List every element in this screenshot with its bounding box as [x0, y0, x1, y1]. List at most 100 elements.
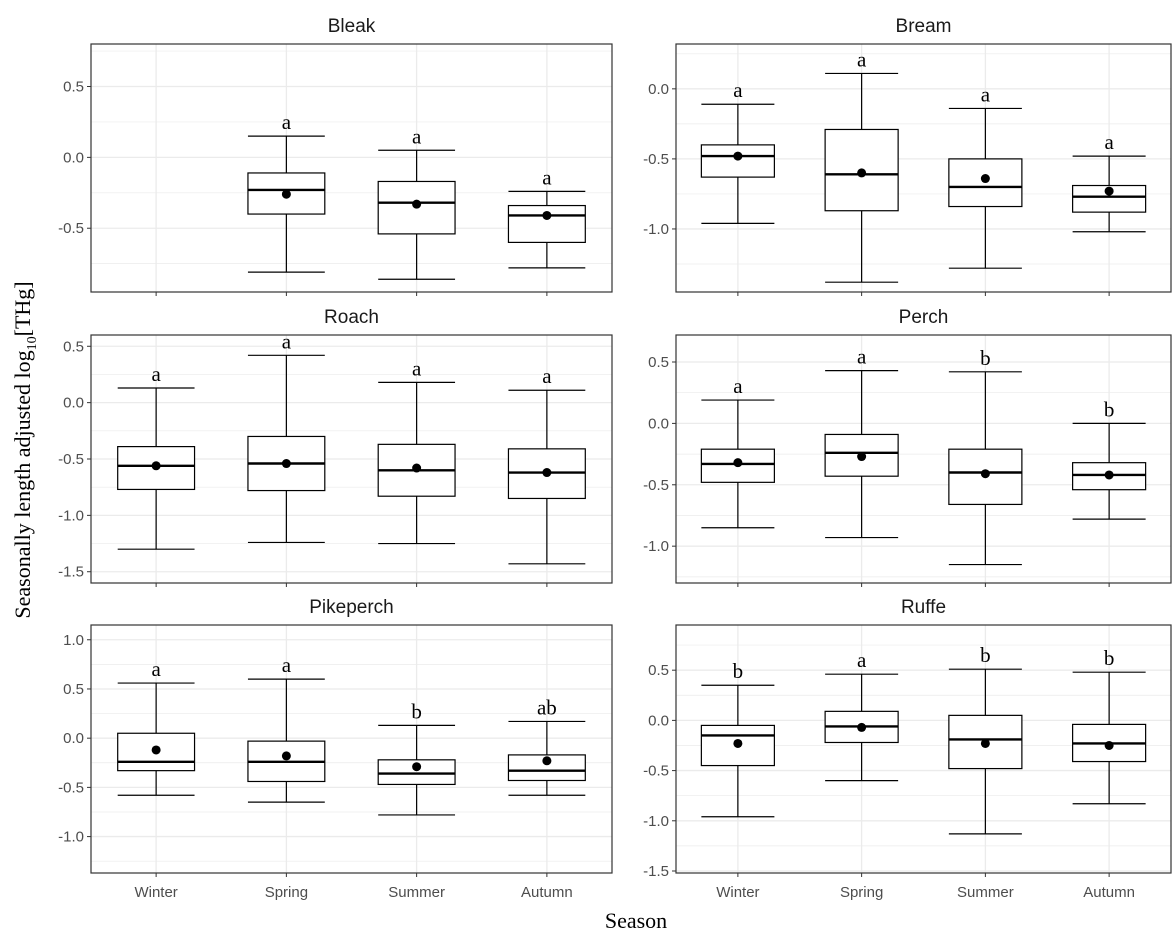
- y-tick-label: 0.5: [63, 338, 84, 355]
- mean-point: [857, 722, 867, 732]
- y-tick-label: 0.5: [63, 79, 84, 96]
- box-spring: a: [824, 345, 899, 539]
- facet-ruffe: Ruffe -1.5 -1.0 -0.5 0.0 0.5 Winter Spring Summe…: [643, 597, 1172, 901]
- y-tick-label: -1.0: [643, 221, 669, 238]
- y-tick-label: 0.0: [63, 730, 84, 747]
- y-tick-label: -0.5: [58, 451, 84, 468]
- y-tick-label: -1.0: [58, 829, 84, 846]
- y-axis-title-main: Seasonally length adjusted log: [10, 350, 35, 618]
- significance-letter: a: [412, 124, 422, 148]
- y-tick-label: 0.0: [63, 395, 84, 412]
- facet-pikeperch: Pikeperch -1.0 -0.5 0.0 0.5 1.0 Winter Spring Su…: [58, 597, 613, 901]
- y-axis-title-unit: [THg]: [10, 281, 35, 336]
- mean-point: [980, 469, 990, 479]
- y-tick-label: -0.5: [58, 779, 84, 796]
- significance-letter: a: [542, 364, 552, 388]
- significance-letter: ab: [537, 695, 557, 719]
- y-tick-label: -1.0: [643, 538, 669, 555]
- facet-bleak: Bleak -0.5 0.0 0.5 a a a: [58, 16, 613, 296]
- y-tick-label: -0.5: [643, 477, 669, 494]
- box-winter: a: [117, 657, 196, 796]
- significance-letter: b: [733, 659, 744, 683]
- y-tick-label: 0.5: [648, 662, 669, 679]
- significance-letter: a: [857, 648, 867, 672]
- facet-title: Pikeperch: [309, 597, 394, 618]
- mean-point: [733, 458, 743, 468]
- box-autumn: a: [507, 364, 586, 565]
- mean-point: [1104, 186, 1114, 196]
- mean-point: [151, 461, 161, 471]
- x-tick-label: Spring: [840, 884, 883, 901]
- panel-border: [90, 624, 613, 874]
- panel-border: [90, 334, 613, 584]
- mean-point: [980, 738, 990, 748]
- x-tick-label: Spring: [265, 884, 308, 901]
- mean-point: [980, 174, 990, 184]
- box-summer: a: [948, 82, 1023, 269]
- mean-point: [1104, 740, 1114, 750]
- significance-letter: b: [980, 346, 991, 370]
- box-winter: a: [700, 374, 775, 529]
- y-tick-label: -1.5: [58, 564, 84, 581]
- panel-border: [675, 43, 1172, 293]
- mean-point: [281, 459, 291, 469]
- facet-title: Roach: [324, 307, 379, 328]
- box-winter: a: [117, 362, 196, 550]
- box-iqr: [247, 172, 326, 215]
- mean-point: [857, 168, 867, 178]
- box-autumn: b: [1072, 646, 1147, 805]
- box-spring: a: [824, 648, 899, 782]
- box-spring: a: [824, 47, 899, 283]
- y-tick-label: 0.0: [648, 415, 669, 432]
- x-tick-label: Winter: [716, 884, 759, 901]
- significance-letter: b: [980, 643, 991, 667]
- x-axis-title: Season: [605, 908, 667, 932]
- y-tick-label: -0.5: [58, 220, 84, 237]
- significance-letter: a: [733, 78, 743, 102]
- panel-background: [91, 44, 612, 292]
- x-tick-label: Autumn: [521, 884, 573, 901]
- box-summer: b: [948, 643, 1023, 835]
- mean-point: [542, 210, 552, 220]
- significance-letter: a: [282, 653, 292, 677]
- significance-letter: a: [282, 329, 292, 353]
- significance-letter: a: [151, 362, 161, 386]
- significance-letter: a: [151, 657, 161, 681]
- y-tick-label: 0.0: [648, 81, 669, 98]
- mean-point: [542, 756, 552, 766]
- mean-point: [151, 745, 161, 755]
- box-iqr: [700, 144, 775, 178]
- y-tick-label: -1.5: [643, 863, 669, 880]
- facet-title: Perch: [899, 307, 949, 328]
- facet-title: Ruffe: [901, 597, 946, 618]
- x-tick-label: Summer: [957, 884, 1014, 901]
- box-winter: a: [700, 78, 775, 224]
- significance-letter: a: [857, 47, 867, 71]
- x-tick-label: Winter: [134, 884, 177, 901]
- box-summer: b: [377, 699, 456, 816]
- mean-point: [281, 751, 291, 761]
- mean-point: [1104, 470, 1114, 480]
- y-tick-label: 0.5: [648, 354, 669, 371]
- box-spring: a: [247, 110, 326, 273]
- significance-letter: a: [1104, 130, 1114, 154]
- facet-bream: Bream -1.0 -0.5 0.0 a a a a: [643, 16, 1172, 296]
- mean-point: [281, 189, 291, 199]
- y-tick-label: -0.5: [643, 151, 669, 168]
- x-tick-label: Summer: [388, 884, 445, 901]
- y-tick-label: 0.0: [648, 712, 669, 729]
- box-summer: a: [377, 356, 456, 545]
- y-tick-label: 0.5: [63, 681, 84, 698]
- box-spring: a: [247, 329, 326, 544]
- significance-letter: b: [1104, 646, 1115, 670]
- significance-letter: a: [542, 165, 552, 189]
- panel-border: [90, 43, 613, 293]
- significance-letter: b: [1104, 397, 1115, 421]
- significance-letter: a: [733, 374, 743, 398]
- significance-letter: a: [981, 82, 991, 106]
- facet-roach: Roach -1.5 -1.0 -0.5 0.0 0.5 a a a a: [58, 307, 613, 587]
- mean-point: [857, 452, 867, 462]
- box-winter: b: [700, 659, 775, 818]
- x-tick-label: Autumn: [1083, 884, 1135, 901]
